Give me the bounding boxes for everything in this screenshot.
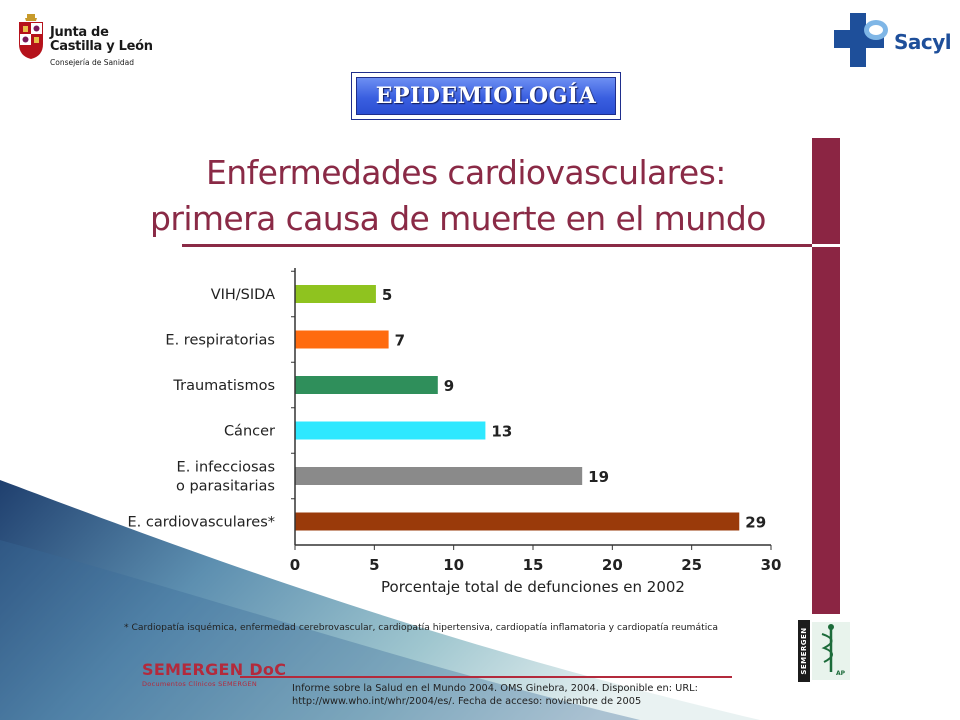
bar (295, 421, 486, 440)
bar (295, 467, 583, 485)
section-title-panel: EPIDEMIOLOGÍA (356, 77, 616, 115)
bar-value-label: 29 (745, 514, 766, 532)
logo-text-line1: Junta de (50, 25, 109, 40)
blue-cross-icon (834, 13, 888, 67)
semergen-doc-title: SEMERGEN DoC (142, 660, 287, 679)
semergen-doc-logo: SEMERGEN DoC Documentos Clínicos SEMERGE… (142, 660, 286, 688)
coat-of-arms-icon (19, 14, 43, 59)
footer-rule (240, 676, 732, 678)
section-title: EPIDEMIOLOGÍA (375, 83, 597, 109)
bar-value-label: 9 (444, 377, 454, 395)
source-line1: Informe sobre la Salud en el Mundo 2004.… (292, 683, 698, 694)
source-citation: Informe sobre la Salud en el Mundo 2004.… (292, 682, 752, 708)
x-tick-label: 15 (523, 556, 544, 574)
decorative-right-bar-gap (812, 244, 840, 247)
caduceus-icon (812, 622, 850, 680)
semergen-logo-tag: AP (836, 670, 846, 677)
bar-value-label: 13 (491, 423, 512, 441)
bar (295, 285, 376, 303)
heading-rule (182, 244, 812, 247)
x-tick-label: 20 (602, 556, 623, 574)
x-tick-label: 25 (681, 556, 702, 574)
source-line2: http://www.who.int/whr/2004/es/. Fecha d… (292, 696, 642, 707)
bar (295, 512, 740, 531)
bar-value-label: 5 (382, 286, 392, 304)
category-label: Traumatismos (172, 378, 275, 394)
x-tick-label: 5 (369, 556, 379, 574)
x-tick-label: 10 (443, 556, 464, 574)
x-tick-label: 30 (761, 556, 782, 574)
logo-text-line2: Castilla y León (50, 39, 153, 54)
semergen-logo-word-text: SEMERGEN (800, 627, 808, 675)
category-label: Cáncer (224, 424, 275, 440)
bar-value-label: 19 (588, 468, 609, 486)
junta-castilla-leon-logo: Junta de Castilla y León Consejería de S… (14, 10, 153, 72)
chart-footnote: * Cardiopatía isquémica, enfermedad cere… (124, 622, 718, 633)
sacyl-logo: Sacyl (832, 10, 952, 72)
logo-text-line3: Consejería de Sanidad (50, 58, 135, 67)
heading-line1: Enfermedades cardiovasculares: (206, 153, 726, 192)
semergen-logo-word: SEMERGEN (798, 620, 810, 682)
bar-value-label: 7 (395, 332, 405, 350)
x-tick-label: 0 (290, 556, 300, 574)
category-label: E. infecciosas o parasitarias (176, 460, 275, 495)
slide-heading: Enfermedades cardiovasculares: primera c… (150, 150, 820, 242)
decorative-right-bar (812, 138, 840, 614)
x-axis-title: Porcentaje total de defunciones en 2002 (381, 578, 685, 596)
bar (295, 330, 389, 349)
heading-line2: primera causa de muerte en el mundo (150, 199, 766, 238)
section-title-box: EPIDEMIOLOGÍA (351, 72, 621, 120)
semergen-doc-subtitle: Documentos Clínicos SEMERGEN (142, 680, 258, 688)
semergen-logo: SEMERGEN AP (798, 620, 852, 682)
category-label: E. cardiovasculares* (127, 515, 275, 531)
category-label: E. respiratorias (165, 333, 275, 349)
sacyl-wordmark: Sacyl (894, 30, 952, 54)
category-label: VIH/SIDA (211, 287, 275, 303)
bar (295, 376, 438, 394)
